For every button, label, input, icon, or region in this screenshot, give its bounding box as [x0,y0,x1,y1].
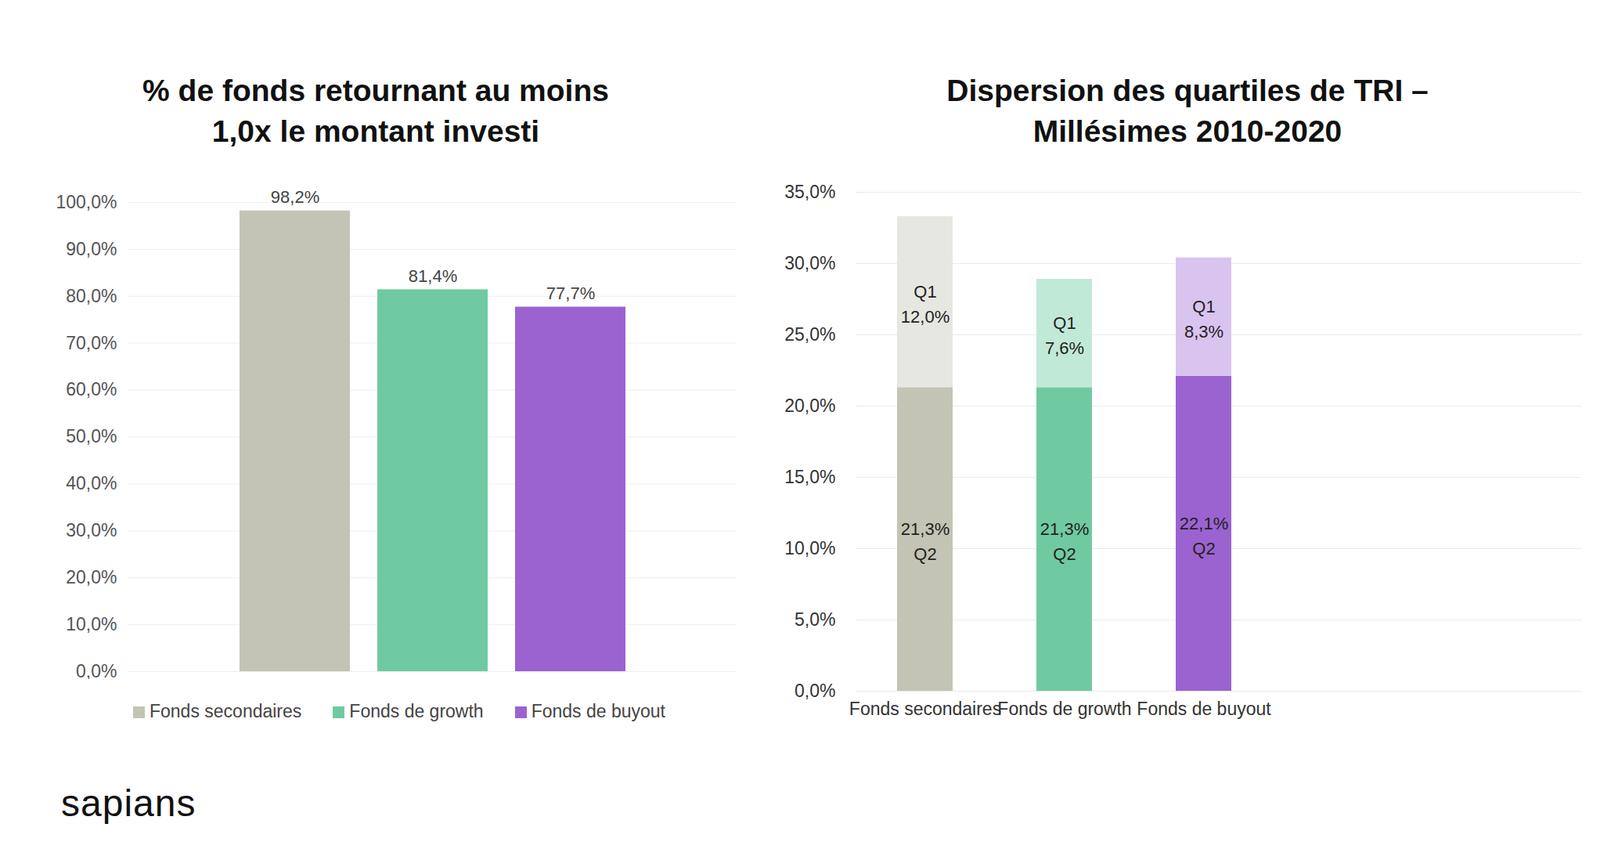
svg-text:77,7%: 77,7% [546,283,595,303]
svg-text:Fonds de buyout: Fonds de buyout [1136,698,1272,719]
svg-text:70,0%: 70,0% [65,332,117,354]
svg-text:80,0%: 80,0% [65,285,117,307]
html-text:sapians: sapians [61,781,197,824]
svg-text:35,0%: 35,0% [784,181,836,202]
svg-text:Q112,0%: Q112,0% [900,281,950,327]
svg-text:Fonds de growth: Fonds de growth [997,698,1132,719]
svg-text:Q18,3%: Q18,3% [1184,296,1224,342]
svg-text:20,0%: 20,0% [65,566,117,588]
svg-text:30,0%: 30,0% [784,252,836,274]
svg-text:81,4%: 81,4% [408,266,458,286]
svg-text:0,0%: 0,0% [794,680,836,701]
svg-text:10,0%: 10,0% [65,613,117,635]
svg-text:98,2%: 98,2% [270,187,320,207]
svg-text:100,0%: 100,0% [55,191,117,213]
html-text:% de fonds retournant au moins: % de fonds retournant au moins 1,0x le m… [142,73,609,148]
svg-text:5,0%: 5,0% [794,609,836,630]
svg-text:22,1%Q2: 22,1%Q2 [1179,513,1229,559]
svg-text:40,0%: 40,0% [65,472,117,494]
html-text:Fonds de growth: Fonds de growth [349,700,484,721]
svg-text:25,0%: 25,0% [784,324,836,345]
html-text:Fonds secondaires: Fonds secondaires [149,700,302,721]
svg-text:Fonds secondaires: Fonds secondaires [849,698,1002,719]
svg-text:Q17,6%: Q17,6% [1045,313,1085,358]
html-text:Dispersion des quartiles de TR: Dispersion des quartiles de TRI – Millés… [946,73,1429,148]
svg-text:21,3%Q2: 21,3%Q2 [1040,518,1089,564]
svg-text:10,0%: 10,0% [784,537,836,559]
svg-text:0,0%: 0,0% [75,660,117,679]
svg-text:21,3%Q2: 21,3%Q2 [900,518,950,564]
svg-text:30,0%: 30,0% [65,519,117,541]
svg-text:60,0%: 60,0% [65,378,117,400]
svg-text:90,0%: 90,0% [65,238,117,260]
svg-text:15,0%: 15,0% [784,466,836,487]
html-text:Fonds de buyout: Fonds de buyout [531,700,666,721]
svg-text:50,0%: 50,0% [65,425,117,447]
svg-text:20,0%: 20,0% [784,395,836,416]
